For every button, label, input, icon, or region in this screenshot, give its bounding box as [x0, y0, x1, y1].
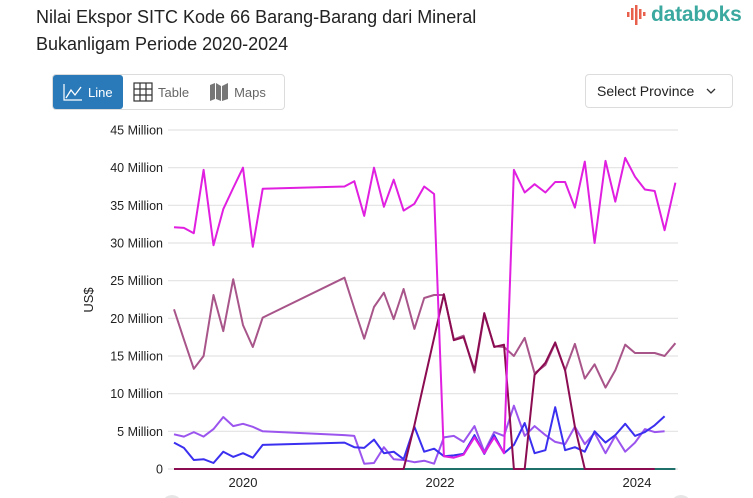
line-chart-icon	[63, 84, 82, 101]
series-line-3	[173, 406, 666, 464]
x-tick-label: 2022	[426, 475, 455, 490]
y-tick-label: 25 Million	[110, 274, 163, 288]
y-tick-label: 30 Million	[110, 237, 163, 251]
y-tick-label: 40 Million	[110, 161, 163, 175]
scroll-handle-right[interactable]	[671, 495, 691, 498]
y-tick-label: 35 Million	[110, 199, 163, 213]
map-icon	[210, 83, 229, 101]
tab-table[interactable]: Table	[123, 75, 199, 109]
series-line-2	[173, 404, 665, 465]
databoks-logo: databoks	[626, 3, 742, 27]
y-tick-label: 20 Million	[110, 312, 163, 326]
y-tick-label: 5 Million	[117, 425, 163, 439]
view-tabs: Line Table Maps	[52, 74, 285, 110]
logo-text: databoks	[651, 3, 742, 26]
table-grid-icon	[133, 82, 153, 102]
tab-maps-label: Maps	[234, 84, 266, 100]
scroll-handle-left[interactable]	[162, 495, 182, 498]
y-tick-label: 10 Million	[110, 387, 163, 401]
tab-maps[interactable]: Maps	[199, 75, 276, 109]
y-tick-label: 45 Million	[110, 124, 163, 138]
tab-line[interactable]: Line	[53, 75, 123, 109]
chart-title: Nilai Ekspor SITC Kode 66 Barang-Barang …	[36, 7, 477, 54]
series-line-4	[174, 293, 655, 470]
tab-line-label: Line	[88, 84, 113, 100]
y-tick-label: 15 Million	[110, 350, 163, 364]
series-line-1	[173, 276, 677, 389]
logo-bars-icon	[627, 5, 646, 25]
x-tick-label: 2020	[229, 475, 258, 490]
tab-table-label: Table	[158, 84, 190, 100]
y-axis-label: US$	[81, 287, 96, 313]
chevron-down-icon	[706, 88, 716, 94]
x-tick-label: 2024	[623, 475, 652, 490]
series-line-5	[173, 156, 677, 459]
y-tick-label: 0	[156, 463, 163, 477]
province-select[interactable]: Select Province	[585, 74, 733, 108]
province-select-label: Select Province	[597, 83, 695, 99]
